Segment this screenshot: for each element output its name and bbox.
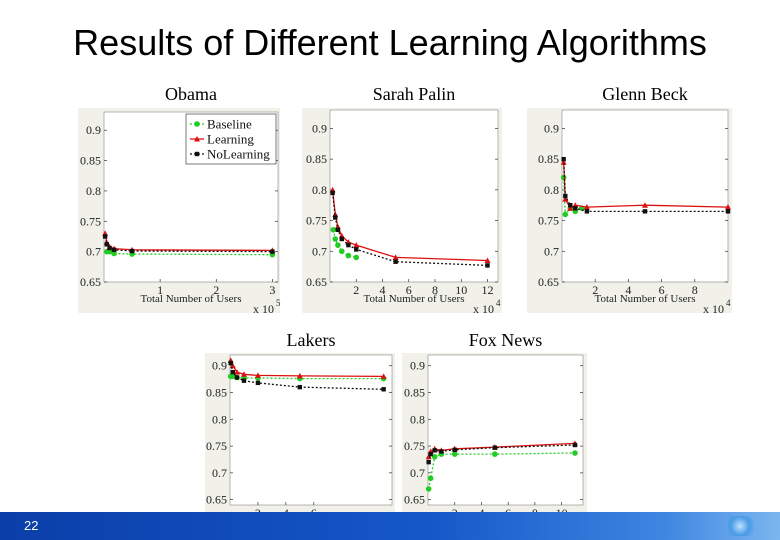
chart-title: Glenn Beck bbox=[602, 84, 688, 104]
footer-logo-icon bbox=[728, 516, 758, 536]
chart-panel bbox=[78, 108, 280, 313]
chart-panel bbox=[527, 108, 732, 313]
chart-panel bbox=[402, 353, 587, 528]
chart-title: Fox News bbox=[468, 330, 543, 350]
slide-title: Results of Different Learning Algorithms bbox=[73, 22, 707, 63]
chart-panel bbox=[205, 353, 395, 528]
chart-title: Lakers bbox=[286, 330, 336, 350]
footer-bar bbox=[0, 512, 780, 540]
chart-title: Sarah Palin bbox=[372, 84, 456, 104]
slide-number: 22 bbox=[24, 518, 39, 533]
chart-title: Obama bbox=[165, 84, 217, 104]
chart-panel bbox=[302, 108, 502, 313]
